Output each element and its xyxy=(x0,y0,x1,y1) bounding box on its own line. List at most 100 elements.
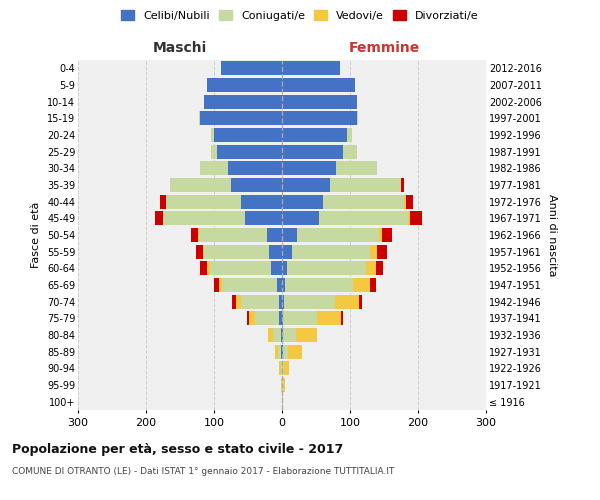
Bar xyxy=(282,194,404,209)
Bar xyxy=(282,94,357,109)
Bar xyxy=(282,361,289,376)
Bar xyxy=(282,261,383,276)
Bar xyxy=(205,244,282,259)
Bar xyxy=(241,294,282,308)
Bar xyxy=(282,128,347,142)
Bar xyxy=(163,211,282,226)
Bar xyxy=(277,278,282,292)
Bar xyxy=(278,294,282,308)
Bar xyxy=(155,211,282,226)
Y-axis label: Anni di nascita: Anni di nascita xyxy=(547,194,557,276)
Bar xyxy=(282,294,362,308)
Bar xyxy=(170,178,282,192)
Bar xyxy=(282,378,285,392)
Bar xyxy=(241,194,282,209)
Bar xyxy=(281,361,282,376)
Bar xyxy=(221,62,282,76)
Bar xyxy=(214,128,282,142)
Bar xyxy=(282,261,287,276)
Bar xyxy=(282,94,357,109)
Bar xyxy=(279,361,282,376)
Bar xyxy=(282,194,323,209)
Bar xyxy=(281,378,282,392)
Bar xyxy=(219,278,282,292)
Bar xyxy=(282,128,352,142)
Bar xyxy=(282,244,292,259)
Bar xyxy=(282,194,406,209)
Bar xyxy=(256,311,282,326)
Bar xyxy=(282,328,296,342)
Bar xyxy=(282,361,289,376)
Bar xyxy=(282,78,355,92)
Bar xyxy=(170,178,282,192)
Bar xyxy=(282,144,343,159)
Bar xyxy=(221,62,282,76)
Bar xyxy=(282,278,353,292)
Bar xyxy=(282,378,285,392)
Bar xyxy=(200,162,282,175)
Text: Popolazione per età, sesso e stato civile - 2017: Popolazione per età, sesso e stato civil… xyxy=(12,442,343,456)
Bar xyxy=(207,261,282,276)
Bar xyxy=(200,261,282,276)
Bar xyxy=(282,112,358,126)
Bar xyxy=(281,378,282,392)
Bar xyxy=(282,78,355,92)
Bar xyxy=(282,94,357,109)
Y-axis label: Fasce di età: Fasce di età xyxy=(31,202,41,268)
Bar xyxy=(245,211,282,226)
Bar xyxy=(275,344,282,359)
Bar xyxy=(282,244,370,259)
Bar xyxy=(282,178,401,192)
Bar xyxy=(282,112,358,126)
Bar xyxy=(279,361,282,376)
Bar xyxy=(247,311,282,326)
Bar xyxy=(163,211,282,226)
Bar xyxy=(282,62,340,76)
Bar xyxy=(211,128,282,142)
Bar xyxy=(282,344,302,359)
Bar xyxy=(282,211,410,226)
Bar xyxy=(199,112,282,126)
Legend: Celibi/Nubili, Coniugati/e, Vedovi/e, Divorziati/e: Celibi/Nubili, Coniugati/e, Vedovi/e, Di… xyxy=(117,6,483,25)
Bar xyxy=(281,328,282,342)
Bar xyxy=(204,94,282,109)
Bar xyxy=(282,178,401,192)
Bar xyxy=(282,162,377,175)
Bar xyxy=(221,62,282,76)
Bar xyxy=(282,278,370,292)
Bar xyxy=(196,244,282,259)
Bar xyxy=(282,328,317,342)
Bar xyxy=(269,244,282,259)
Bar xyxy=(275,344,282,359)
Bar xyxy=(236,294,282,308)
Bar xyxy=(281,378,282,392)
Bar xyxy=(199,112,282,126)
Bar xyxy=(211,144,282,159)
Bar xyxy=(203,244,282,259)
Bar xyxy=(282,211,408,226)
Bar xyxy=(197,228,282,242)
Bar xyxy=(204,94,282,109)
Bar xyxy=(170,178,282,192)
Bar xyxy=(282,62,340,76)
Bar xyxy=(282,344,288,359)
Bar xyxy=(231,178,282,192)
Bar xyxy=(214,278,282,292)
Bar xyxy=(282,144,357,159)
Bar xyxy=(221,62,282,76)
Bar xyxy=(282,78,355,92)
Bar xyxy=(282,361,284,376)
Bar xyxy=(210,261,282,276)
Bar xyxy=(282,194,413,209)
Bar xyxy=(282,62,340,76)
Bar xyxy=(222,278,282,292)
Bar xyxy=(282,344,302,359)
Bar xyxy=(281,344,282,359)
Bar xyxy=(282,344,283,359)
Bar xyxy=(282,278,286,292)
Bar xyxy=(271,261,282,276)
Bar xyxy=(282,311,317,326)
Bar xyxy=(211,128,282,142)
Bar xyxy=(207,78,282,92)
Bar xyxy=(282,178,329,192)
